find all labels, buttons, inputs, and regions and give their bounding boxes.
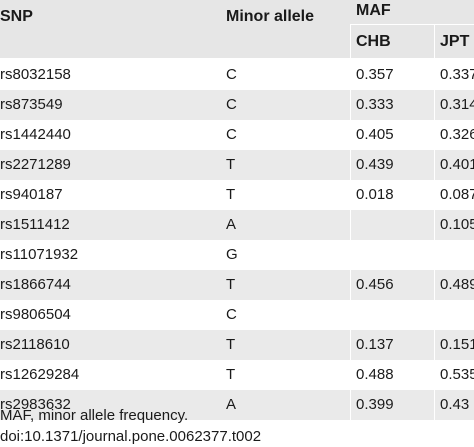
jpt-maf-cell: 0.314 — [440, 96, 474, 113]
table-row: rs873549 C 0.333 0.314 — [0, 90, 474, 120]
minor-allele-cell: C — [226, 306, 237, 323]
snp-cell: rs9806504 — [0, 306, 71, 323]
jpt-maf-cell: 0.087 — [440, 186, 474, 203]
chb-maf-cell: 0.018 — [356, 186, 394, 203]
chb-maf-cell: 0.488 — [356, 366, 394, 383]
minor-allele-cell: C — [226, 96, 237, 113]
column-separator — [350, 24, 351, 420]
table-row: rs12629284 T 0.488 0.535 — [0, 360, 474, 390]
table-row: rs1866744 T 0.456 0.489 — [0, 270, 474, 300]
table-row: rs8032158 C 0.357 0.337 — [0, 60, 474, 90]
minor-allele-cell: C — [226, 126, 237, 143]
chb-maf-cell: 0.357 — [356, 66, 394, 83]
table-row: rs2983632 A 0.399 0.43 — [0, 390, 474, 420]
chb-maf-cell: 0.137 — [356, 336, 394, 353]
snp-cell: rs2271289 — [0, 156, 71, 173]
table-row: rs2271289 T 0.439 0.401 — [0, 150, 474, 180]
table-row: rs1442440 C 0.405 0.326 — [0, 120, 474, 150]
minor-allele-cell: T — [226, 186, 236, 203]
column-separator — [434, 24, 435, 420]
minor-allele-cell: T — [226, 156, 236, 173]
header-maf-underline — [350, 24, 474, 25]
snp-cell: rs1866744 — [0, 276, 71, 293]
table-row: rs9806504 C — [0, 300, 474, 330]
snp-cell: rs8032158 — [0, 66, 71, 83]
table-row: rs1511412 A 0.105 — [0, 210, 474, 240]
header-maf: MAF — [356, 2, 391, 19]
jpt-maf-cell: 0.151 — [440, 336, 474, 353]
snp-cell: rs940187 — [0, 186, 63, 203]
chb-maf-cell: 0.333 — [356, 96, 394, 113]
table-row: rs2118610 T 0.137 0.151 — [0, 330, 474, 360]
header-divider — [0, 58, 474, 60]
snp-cell: rs1442440 — [0, 126, 71, 143]
table-row: rs11071932 G — [0, 240, 474, 270]
jpt-maf-cell: 0.337 — [440, 66, 474, 83]
snp-cell: rs873549 — [0, 96, 63, 113]
chb-maf-cell: 0.405 — [356, 126, 394, 143]
minor-allele-cell: A — [226, 396, 237, 413]
jpt-maf-cell: 0.326 — [440, 126, 474, 143]
table-doi: doi:10.1371/journal.pone.0062377.t002 — [0, 428, 262, 445]
minor-allele-cell: A — [226, 216, 237, 233]
header-chb: CHB — [356, 33, 391, 50]
jpt-maf-cell: 0.535 — [440, 366, 474, 383]
chb-maf-cell: 0.399 — [356, 396, 394, 413]
minor-allele-cell: C — [226, 66, 237, 83]
minor-allele-cell: T — [226, 366, 236, 383]
snp-cell: rs12629284 — [0, 366, 80, 383]
table-footnote: MAF, minor allele frequency. — [0, 407, 189, 424]
chb-maf-cell: 0.456 — [356, 276, 394, 293]
jpt-maf-cell: 0.43 — [440, 396, 470, 413]
snp-cell: rs2118610 — [0, 336, 70, 353]
jpt-maf-cell: 0.401 — [440, 156, 474, 173]
jpt-maf-cell: 0.105 — [440, 216, 474, 233]
header-snp: SNP — [0, 8, 33, 25]
chb-maf-cell: 0.439 — [356, 156, 394, 173]
header-jpt: JPT — [440, 33, 470, 50]
minor-allele-cell: G — [226, 246, 238, 263]
snp-cell: rs2983632 — [0, 396, 71, 413]
header-minor-allele: Minor allele — [226, 8, 315, 25]
minor-allele-cell: T — [226, 336, 236, 353]
table-header: SNP Minor allele MAF CHB JPT — [0, 0, 474, 60]
table-row: rs940187 T 0.018 0.087 — [0, 180, 474, 210]
jpt-maf-cell: 0.489 — [440, 276, 474, 293]
snp-cell: rs11071932 — [0, 246, 79, 263]
minor-allele-cell: T — [226, 276, 236, 293]
snp-cell: rs1511412 — [0, 216, 70, 233]
